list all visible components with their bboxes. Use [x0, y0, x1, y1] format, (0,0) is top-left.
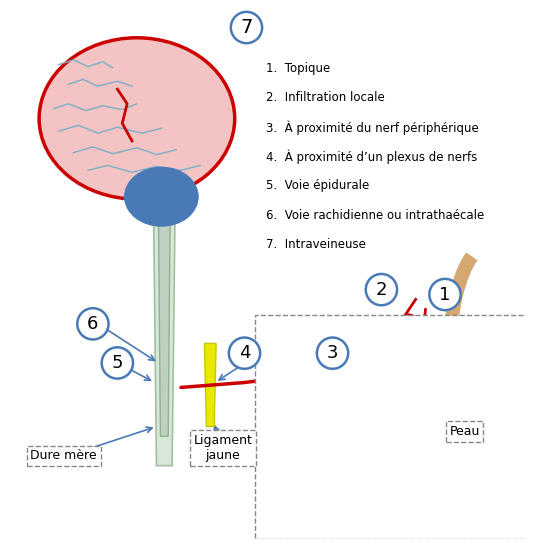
Ellipse shape	[125, 167, 198, 226]
Text: 7.  Intraveineuse: 7. Intraveineuse	[266, 238, 366, 251]
FancyBboxPatch shape	[255, 315, 532, 539]
Text: 5.  Voie épidurale: 5. Voie épidurale	[266, 179, 369, 192]
Text: 6.  Voie rachidienne ou intrathaécale: 6. Voie rachidienne ou intrathaécale	[266, 209, 484, 221]
Polygon shape	[158, 211, 170, 437]
Circle shape	[366, 274, 397, 305]
Text: 3: 3	[327, 344, 338, 362]
Circle shape	[77, 308, 109, 340]
Ellipse shape	[39, 38, 235, 199]
Circle shape	[429, 279, 461, 310]
Text: 2: 2	[376, 281, 387, 299]
Circle shape	[231, 12, 262, 43]
Text: 1: 1	[440, 286, 451, 304]
Text: 4.  À proximité d’un plexus de nerfs: 4. À proximité d’un plexus de nerfs	[266, 150, 477, 165]
Polygon shape	[204, 343, 216, 427]
Text: 1.  Topique: 1. Topique	[266, 62, 330, 75]
Text: Peau: Peau	[449, 425, 480, 438]
Text: 4: 4	[239, 344, 250, 362]
Text: 6: 6	[87, 315, 98, 333]
Polygon shape	[153, 211, 175, 465]
Text: Ligament
jaune: Ligament jaune	[194, 434, 252, 462]
Text: Dure mère: Dure mère	[30, 450, 97, 462]
Circle shape	[229, 337, 260, 369]
Text: 3.  À proximité du nerf périphérique: 3. À proximité du nerf périphérique	[266, 120, 478, 135]
Circle shape	[317, 337, 348, 369]
Text: 5: 5	[111, 354, 123, 372]
Circle shape	[102, 347, 133, 379]
Text: 2.  Infiltration locale: 2. Infiltration locale	[266, 91, 385, 104]
Text: 7: 7	[240, 18, 253, 37]
